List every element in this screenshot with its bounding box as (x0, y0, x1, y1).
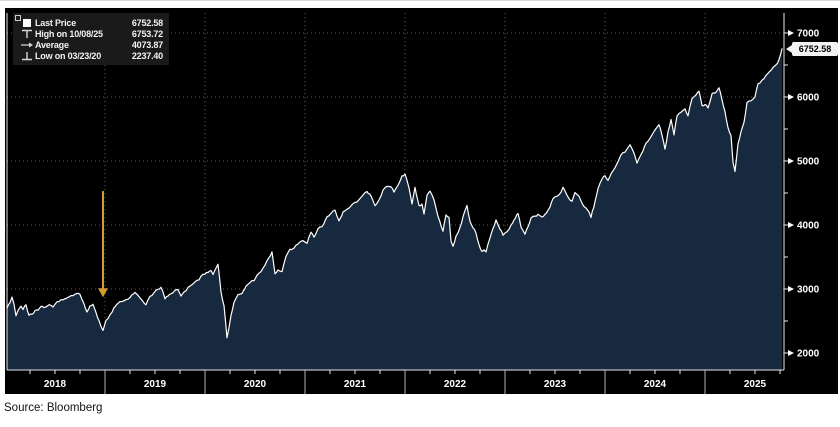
legend-label: Low on 03/23/20 (35, 50, 102, 61)
y-tick-arrow (788, 221, 794, 228)
legend-row-average: Average 4073.87 (21, 39, 163, 50)
legend-row-low: Low on 03/23/20 2237.40 (21, 50, 163, 61)
legend-value: 6752.58 (131, 17, 163, 28)
y-tick-label: 4000 (797, 220, 820, 231)
source-caption: Source: Bloomberg (4, 402, 103, 414)
legend-label: Average (35, 39, 69, 50)
low-marker-icon (21, 51, 35, 61)
chart-legend[interactable]: Last Price 6752.58 High on 10/08/25 6753… (13, 13, 169, 65)
high-marker-icon (21, 29, 35, 39)
legend-row-high: High on 10/08/25 6753.72 (21, 28, 163, 39)
last-price-square-icon (21, 18, 35, 28)
y-tick-label: 5000 (797, 156, 820, 167)
y-tick-arrow (788, 349, 794, 356)
x-tick-label: 2018 (44, 379, 67, 390)
plot-area[interactable]: 2000 3000 4000 5000 6000 7000 2018 2019 2020 2021… (5, 8, 838, 394)
legend-drag-handle-icon[interactable] (15, 15, 21, 21)
y-tick-label: 7000 (797, 28, 820, 39)
y-tick-arrow (788, 93, 794, 100)
x-tick-label: 2022 (444, 379, 467, 390)
y-tick-arrow (788, 285, 794, 292)
legend-value: 6753.72 (131, 28, 163, 39)
y-tick-arrow (788, 29, 794, 36)
y-tick-label: 3000 (797, 284, 820, 295)
x-tick-label: 2024 (644, 379, 667, 390)
x-tick-label: 2023 (544, 379, 567, 390)
y-tick-arrow (788, 157, 794, 164)
legend-label: High on 10/08/25 (35, 28, 103, 39)
legend-row-last-price: Last Price 6752.58 (21, 17, 163, 28)
legend-value: 4073.87 (131, 39, 163, 50)
annotation-arrow-head (98, 288, 108, 298)
legend-label: Last Price (35, 17, 77, 28)
price-chart: 2000 3000 4000 5000 6000 7000 2018 2019 2020 2021… (5, 8, 838, 394)
legend-value: 2237.40 (131, 50, 163, 61)
last-price-badge: 6752.58 (786, 42, 838, 56)
y-tick-label: 2000 (797, 348, 820, 359)
x-tick-label: 2025 (744, 379, 767, 390)
y-tick-label: 6000 (797, 92, 820, 103)
average-marker-icon (21, 40, 35, 50)
x-tick-label: 2020 (244, 379, 267, 390)
x-tick-label: 2019 (144, 379, 167, 390)
x-tick-label: 2021 (344, 379, 367, 390)
price-line (6, 48, 783, 339)
price-area (7, 48, 782, 371)
